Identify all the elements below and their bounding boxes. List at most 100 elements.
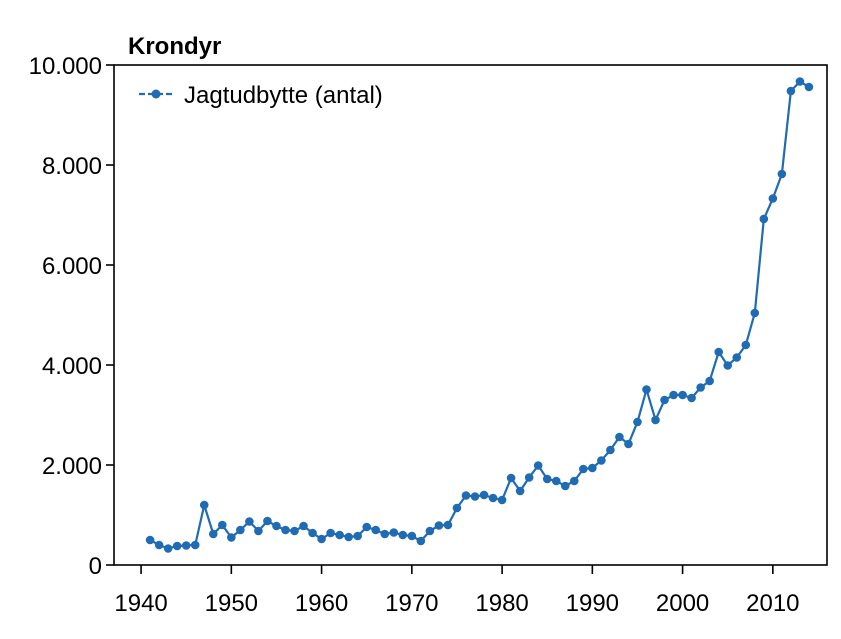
x-tick-label: 2000 bbox=[656, 590, 709, 617]
data-point bbox=[326, 528, 335, 538]
data-point bbox=[434, 521, 444, 530]
data-point bbox=[470, 492, 480, 501]
data-point bbox=[660, 395, 669, 405]
data-point bbox=[181, 541, 191, 550]
data-point bbox=[236, 525, 245, 535]
data-point bbox=[245, 517, 254, 526]
data-point bbox=[218, 520, 227, 530]
data-point bbox=[281, 525, 290, 535]
series-jagtudbytte bbox=[145, 77, 814, 553]
plot-frame bbox=[113, 64, 828, 566]
data-point bbox=[308, 528, 317, 538]
data-point bbox=[163, 544, 173, 553]
data-point bbox=[795, 77, 805, 86]
data-point bbox=[750, 308, 760, 318]
data-point bbox=[425, 526, 435, 536]
y-tick-label: 2.000 bbox=[42, 453, 102, 480]
x-tick-label: 1940 bbox=[114, 590, 167, 617]
data-point bbox=[335, 530, 344, 540]
data-point bbox=[488, 493, 498, 503]
data-point bbox=[407, 531, 417, 541]
x-tick-label: 1950 bbox=[205, 590, 258, 617]
data-point bbox=[416, 536, 426, 546]
data-point bbox=[254, 526, 263, 536]
data-point bbox=[696, 383, 705, 392]
y-tick-label: 8.000 bbox=[42, 153, 102, 180]
data-point bbox=[515, 486, 525, 496]
data-point bbox=[588, 463, 597, 473]
data-point bbox=[353, 531, 362, 541]
data-point bbox=[633, 417, 642, 427]
data-point bbox=[678, 390, 687, 400]
data-point bbox=[263, 516, 272, 526]
data-point bbox=[551, 476, 561, 486]
chart-title: Krondyr bbox=[128, 33, 221, 60]
data-point bbox=[705, 376, 714, 386]
data-point bbox=[723, 361, 733, 370]
data-point bbox=[597, 456, 606, 465]
y-tick-label: 4.000 bbox=[42, 353, 102, 380]
y-axis: 0 2.000 4.000 6.000 8.000 10.000 bbox=[29, 53, 114, 580]
data-point bbox=[714, 347, 723, 357]
data-point bbox=[145, 535, 155, 545]
data-point bbox=[172, 541, 182, 551]
data-point bbox=[190, 540, 200, 550]
data-point bbox=[524, 473, 534, 482]
legend-marker-sample bbox=[151, 89, 161, 99]
data-point bbox=[398, 530, 408, 540]
data-point bbox=[344, 532, 353, 542]
x-tick-label: 2010 bbox=[746, 590, 799, 617]
x-axis: 1940 1950 1960 1970 1980 1990 2000 2010 bbox=[114, 565, 800, 617]
y-tick-label: 10.000 bbox=[29, 53, 102, 80]
data-point bbox=[560, 481, 570, 491]
data-point bbox=[227, 533, 236, 542]
x-tick-label: 1990 bbox=[566, 590, 619, 617]
data-point bbox=[732, 353, 742, 362]
x-tick-label: 1980 bbox=[475, 590, 528, 617]
y-tick-label: 0 bbox=[89, 553, 102, 580]
data-point bbox=[208, 529, 218, 539]
data-point bbox=[299, 521, 308, 531]
plot-area bbox=[113, 64, 828, 566]
series-line bbox=[149, 80, 810, 550]
data-point bbox=[606, 445, 615, 455]
data-point bbox=[371, 525, 381, 535]
data-point bbox=[687, 393, 696, 403]
data-point bbox=[461, 491, 471, 500]
data-point bbox=[497, 495, 507, 505]
data-point bbox=[317, 534, 326, 544]
data-point bbox=[506, 473, 516, 483]
data-point bbox=[362, 522, 372, 532]
data-point bbox=[452, 503, 462, 513]
series-points bbox=[145, 77, 814, 553]
data-point bbox=[669, 390, 678, 400]
data-point bbox=[542, 474, 552, 484]
data-point bbox=[768, 194, 778, 203]
data-point bbox=[290, 526, 299, 536]
y-tick-label: 6.000 bbox=[42, 253, 102, 280]
data-point bbox=[579, 464, 588, 474]
data-point bbox=[759, 214, 769, 224]
data-point bbox=[443, 520, 453, 530]
data-point bbox=[199, 500, 209, 510]
data-point bbox=[777, 169, 787, 179]
data-point bbox=[741, 340, 751, 350]
data-point bbox=[533, 461, 543, 470]
data-point bbox=[479, 490, 489, 500]
data-point bbox=[389, 528, 399, 537]
data-point bbox=[272, 521, 281, 531]
data-point bbox=[651, 415, 660, 425]
data-point bbox=[786, 86, 796, 96]
legend: Jagtudbytte (antal) bbox=[139, 82, 383, 109]
x-tick-label: 1960 bbox=[295, 590, 348, 617]
data-point bbox=[569, 476, 579, 486]
data-point bbox=[615, 432, 624, 442]
data-point bbox=[804, 82, 814, 92]
data-point bbox=[380, 529, 390, 539]
x-tick-label: 1970 bbox=[385, 590, 438, 617]
data-point bbox=[154, 540, 164, 550]
data-point bbox=[624, 439, 633, 449]
data-point bbox=[642, 385, 651, 394]
legend-label: Jagtudbytte (antal) bbox=[184, 82, 383, 109]
